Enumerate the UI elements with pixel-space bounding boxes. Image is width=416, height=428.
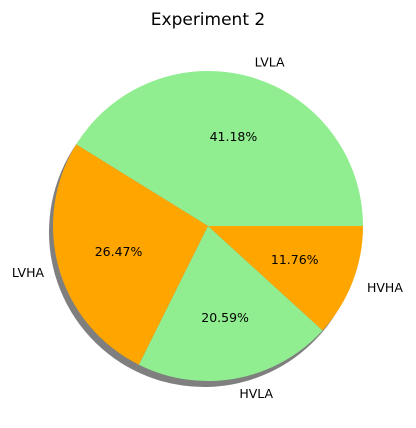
slice-percent-lvha: 26.47% xyxy=(95,244,143,259)
slice-label-lvla: LVLA xyxy=(255,55,285,70)
slice-label-hvla: HVLA xyxy=(239,386,273,401)
slice-label-lvha: LVHA xyxy=(12,265,45,280)
pie-slice-lvha xyxy=(53,144,208,365)
slice-percent-hvla: 20.59% xyxy=(201,310,249,325)
pie-slice-hvla xyxy=(138,226,323,381)
pie-slice-lvla xyxy=(76,71,364,226)
slice-percent-hvha: 11.76% xyxy=(271,252,319,267)
pie-labels: LVLA 41.18% LVHA 26.47% HVLA 20.59% HVHA 11.76% xyxy=(12,55,403,402)
pie-slice-hvha xyxy=(208,226,363,331)
chart-title: Experiment 2 xyxy=(151,10,265,30)
pie-slices xyxy=(53,71,364,381)
slice-label-hvha: HVHA xyxy=(367,280,403,295)
slice-percent-lvla: 41.18% xyxy=(210,129,258,144)
